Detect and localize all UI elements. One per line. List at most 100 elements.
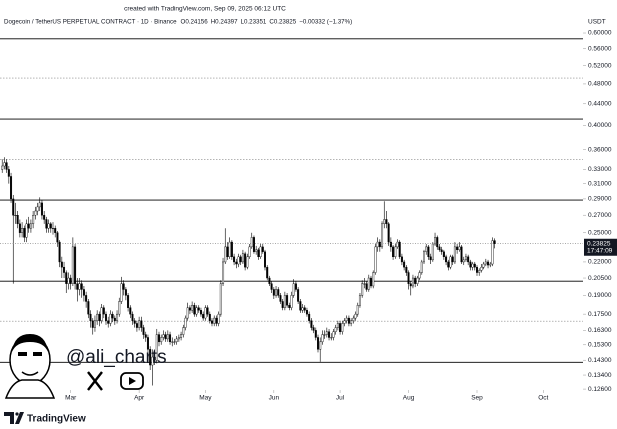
candle-body xyxy=(314,330,317,338)
y-tick-label: 0.31000 xyxy=(588,180,612,187)
candle-body xyxy=(370,277,372,287)
candle-body xyxy=(248,246,251,258)
candle-body xyxy=(27,223,30,229)
candle-body xyxy=(352,317,355,321)
candle-body xyxy=(473,263,476,268)
candle-body xyxy=(403,261,406,268)
ohlc-value: −0.00332 (−1.37%) xyxy=(299,19,352,26)
candle-body xyxy=(173,341,176,343)
candle-body xyxy=(25,223,28,238)
candle-body xyxy=(464,256,467,261)
y-tick-label: 0.56000 xyxy=(588,45,612,52)
candle-body xyxy=(23,228,26,238)
candle-body xyxy=(480,266,483,271)
plot-area: 0.60000 0.56000 0.52000 0.48000 0.44000 0.400… xyxy=(0,30,617,402)
candle-body xyxy=(14,215,17,217)
candle-body xyxy=(16,215,19,225)
candle-body xyxy=(184,317,187,328)
candle-body xyxy=(177,337,180,340)
candle-body xyxy=(228,241,231,258)
candle-body xyxy=(400,256,403,263)
y-tick-label: 0.12600 xyxy=(588,386,612,393)
ohlc-value: C0.23825 xyxy=(269,19,296,26)
candle-body xyxy=(89,313,92,321)
candle-body xyxy=(425,246,428,252)
candle-body xyxy=(120,283,123,302)
candle-body xyxy=(105,313,107,321)
candle-body xyxy=(12,198,15,216)
candle-body xyxy=(277,289,280,296)
candle-body xyxy=(21,228,24,233)
y-tick-label: 0.19000 xyxy=(588,292,612,299)
candle-body xyxy=(398,241,401,258)
candle-body xyxy=(246,256,249,268)
candle-body xyxy=(96,313,99,321)
candle-body xyxy=(431,243,434,261)
candle-body xyxy=(239,256,242,263)
candle-body xyxy=(47,223,50,229)
y-tick-label: 0.36000 xyxy=(588,146,612,153)
candle-body xyxy=(361,283,364,296)
candle-body xyxy=(387,223,390,243)
candle-body xyxy=(74,246,77,284)
candle-body xyxy=(305,310,308,315)
candle-body xyxy=(493,240,496,244)
candle-body xyxy=(489,263,492,266)
x-tick-label: Sep xyxy=(471,395,483,402)
candle-body xyxy=(224,246,227,263)
candle-body xyxy=(392,246,395,258)
candle-body xyxy=(230,241,233,258)
youtube-icon xyxy=(120,372,144,390)
candle-body xyxy=(264,251,266,268)
candle-body xyxy=(323,334,326,336)
candle-body xyxy=(3,162,6,167)
candle-body xyxy=(363,283,366,285)
candle-body xyxy=(460,246,463,263)
candle-body xyxy=(54,228,57,233)
candle-body xyxy=(341,323,344,332)
candle-body xyxy=(122,283,125,290)
candle-body xyxy=(445,256,448,263)
candle-body xyxy=(180,334,183,338)
candle-body xyxy=(133,320,136,324)
candle-body xyxy=(217,313,220,324)
candle-body xyxy=(301,307,304,311)
candle-body xyxy=(467,256,470,263)
candle-body xyxy=(449,256,452,268)
candle-body xyxy=(381,223,384,248)
candle-body xyxy=(158,334,160,343)
candle-body xyxy=(476,266,478,273)
candle-body xyxy=(290,295,293,308)
candle-body xyxy=(272,289,275,296)
candle-body xyxy=(487,261,490,266)
candle-body xyxy=(396,241,399,248)
candle-body xyxy=(275,289,278,296)
candle-body xyxy=(308,313,311,321)
x-tick-label: Aug xyxy=(403,395,415,402)
candle-body xyxy=(259,246,262,258)
candle-body xyxy=(155,334,158,361)
candle-body xyxy=(312,327,315,331)
candle-body xyxy=(376,241,379,248)
candle-body xyxy=(36,206,39,212)
candle-body xyxy=(456,246,459,251)
candle-body xyxy=(458,246,461,251)
candle-body xyxy=(372,272,375,287)
candle-body xyxy=(76,283,79,290)
candle-body xyxy=(409,283,412,287)
brand-logo: TradingView xyxy=(4,412,86,425)
candle-body xyxy=(109,313,112,324)
candle-body xyxy=(365,283,368,290)
candle-body xyxy=(102,307,105,315)
candle-body xyxy=(186,307,189,319)
candle-body xyxy=(270,283,273,290)
candle-body xyxy=(213,317,216,324)
y-tick-label: 0.16300 xyxy=(588,327,612,334)
candle-body xyxy=(56,232,59,243)
candle-body xyxy=(52,228,54,230)
candle-body xyxy=(169,334,172,343)
candle-body xyxy=(100,307,103,321)
candle-body xyxy=(414,277,417,284)
candle-body xyxy=(91,320,94,328)
candle-body xyxy=(255,249,258,252)
